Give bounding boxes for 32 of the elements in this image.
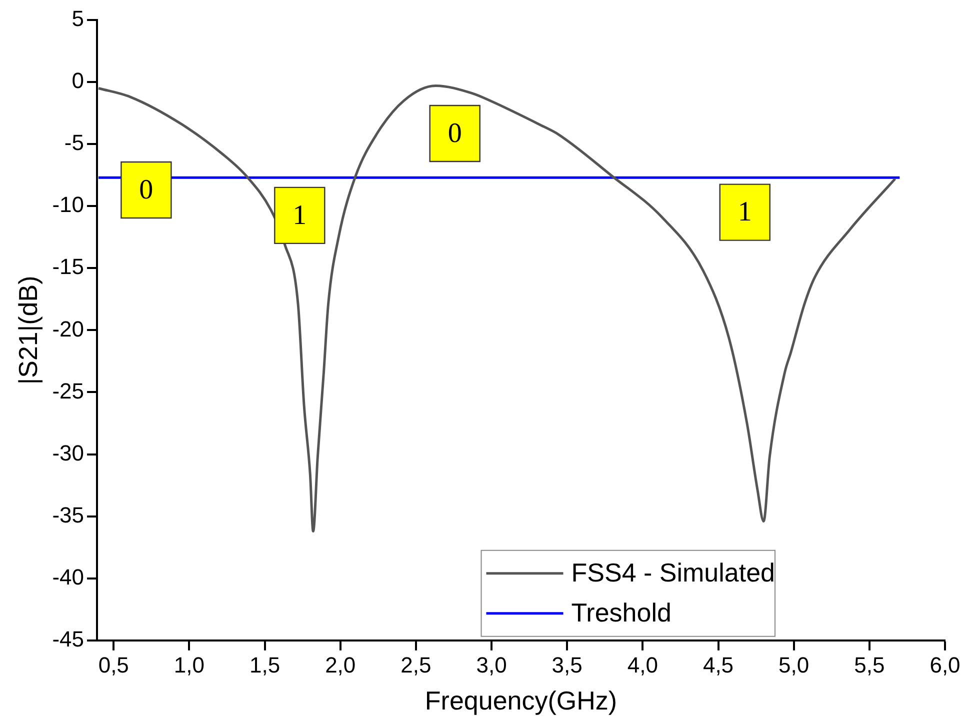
y-tick-label: -25	[52, 378, 84, 404]
x-tick-label: 6,0	[930, 652, 960, 678]
y-tick-label: 5	[72, 6, 84, 32]
x-tick-label: 2,0	[325, 652, 356, 678]
y-tick-label: -5	[64, 130, 84, 156]
y-tick-label: -40	[52, 564, 84, 590]
x-tick-label: 4,5	[702, 652, 734, 678]
x-tick-label: 5,0	[778, 652, 810, 678]
line-series	[97, 84, 896, 532]
y-tick-label: -15	[52, 254, 84, 280]
y-tick-label: -20	[52, 316, 84, 342]
x-tick-label: 4,0	[627, 652, 658, 678]
x-tick-label: 1,5	[249, 652, 280, 678]
x-tick-label: 2,5	[400, 652, 432, 678]
y-tick-label: -30	[52, 440, 84, 466]
annotation: 0	[139, 174, 154, 206]
y-tick-label: -35	[52, 502, 84, 528]
y-tick-label: 0	[72, 68, 84, 94]
x-axis-title: Frequency(GHz)	[424, 686, 618, 716]
x-tick-label: 5,5	[854, 652, 885, 678]
annotation: 1	[738, 196, 752, 228]
x-tick-label: 0,5	[98, 652, 129, 678]
annotation: 0	[448, 118, 462, 149]
y-axis-title: |S21|(dB)	[12, 276, 43, 385]
annotation: 1	[292, 200, 307, 231]
legend-label: Treshold	[571, 598, 672, 628]
x-tick-label: 3,5	[552, 652, 582, 678]
legend-label: FSS4 - Simulated	[571, 558, 776, 588]
x-tick-label: 1,0	[174, 652, 204, 678]
y-tick-label: -10	[52, 192, 84, 218]
x-tick-label: 3,0	[476, 652, 507, 678]
y-tick-label: -45	[52, 626, 84, 652]
